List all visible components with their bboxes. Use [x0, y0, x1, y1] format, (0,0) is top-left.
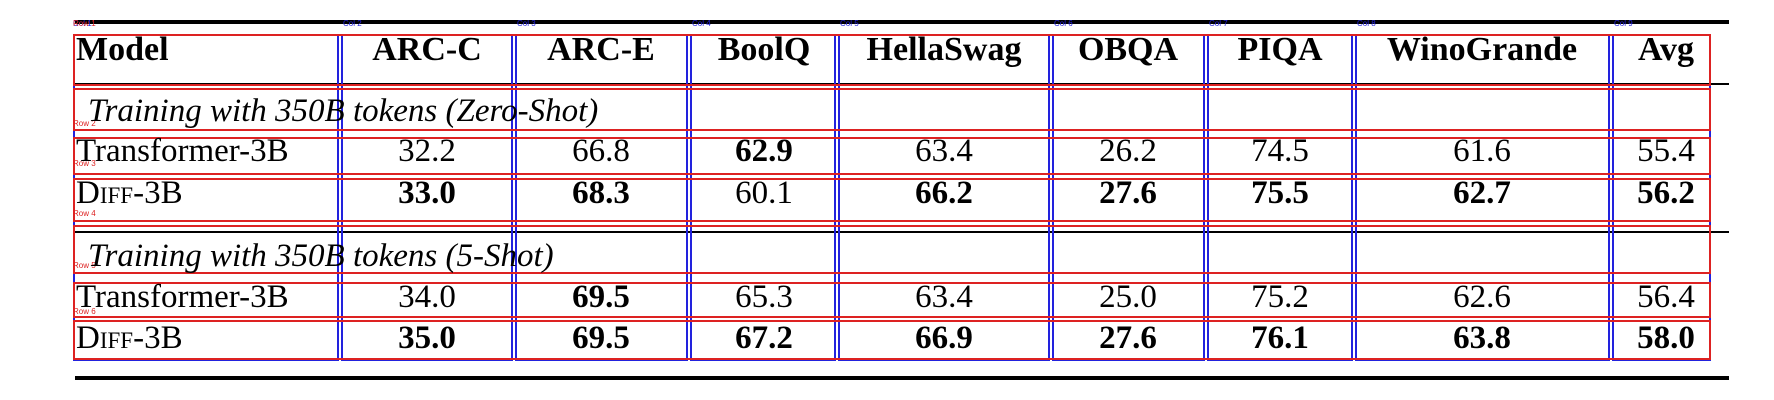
table-cell: 76.1	[1251, 320, 1309, 356]
table-cell: 60.1	[735, 175, 793, 211]
table-cell: 63.4	[915, 133, 973, 169]
model-name: Transformer-3B	[76, 279, 289, 315]
table-cell: 69.5	[572, 279, 630, 315]
model-name: Diff-3B	[76, 320, 183, 356]
table-cell: 62.6	[1453, 279, 1511, 315]
table-cell: 66.9	[915, 320, 973, 356]
table-cell: 27.6	[1099, 175, 1157, 211]
row-box	[73, 88, 1711, 131]
table-cell: 62.9	[735, 133, 793, 169]
row-box	[73, 137, 1711, 175]
column-tag: Col 9	[1614, 19, 1633, 28]
row-box	[73, 282, 1711, 318]
table-cell: 33.0	[398, 175, 456, 211]
table-cell: 68.3	[572, 175, 630, 211]
table-cell: 67.2	[735, 320, 793, 356]
section-title: Training with 350B tokens (Zero-Shot)	[88, 93, 599, 129]
column-header: Avg	[1637, 31, 1695, 68]
table-cell: 25.0	[1099, 279, 1157, 315]
model-name: Diff-3B	[76, 175, 183, 211]
row-tag: Row 1	[73, 19, 96, 28]
column-header: BoolQ	[717, 31, 811, 68]
column-tag: Col 1	[73, 19, 92, 28]
table-cell: 74.5	[1251, 133, 1309, 169]
bottom-rule	[75, 376, 1729, 380]
table-cell: 63.8	[1453, 320, 1511, 356]
column-tag: Col 8	[1357, 19, 1376, 28]
table-cell: 66.8	[572, 133, 630, 169]
column-header: WinoGrande	[1386, 31, 1578, 68]
column-header: ARC-E	[547, 31, 655, 68]
model-name: Transformer-3B	[76, 133, 289, 169]
table-cell: 69.5	[572, 320, 630, 356]
column-header: PIQA	[1237, 31, 1323, 68]
table-cell: 65.3	[735, 279, 793, 315]
column-tag: Col 5	[840, 19, 859, 28]
table-cell: 66.2	[915, 175, 973, 211]
table-cell: 75.5	[1251, 175, 1309, 211]
column-header: Model	[76, 31, 169, 68]
section-rule	[75, 231, 1729, 233]
row-tag: Row 5	[73, 261, 96, 270]
table-cell: 58.0	[1637, 320, 1695, 356]
section-title: Training with 350B tokens (5-Shot)	[88, 238, 554, 274]
table-cell: 56.2	[1637, 175, 1695, 211]
table-cell: 34.0	[398, 279, 456, 315]
row-box	[73, 34, 1711, 86]
column-header: OBQA	[1077, 31, 1179, 68]
table-cell: 61.6	[1453, 133, 1511, 169]
table-cell: 26.2	[1099, 133, 1157, 169]
table-cell: 35.0	[398, 320, 456, 356]
column-tag: Col 2	[343, 19, 362, 28]
table-cell: 56.4	[1637, 279, 1695, 315]
column-header: ARC-C	[372, 31, 482, 68]
row-tag: Row 6	[73, 307, 96, 316]
row-box	[73, 178, 1711, 222]
row-tag: Row 4	[73, 209, 96, 218]
column-tag: Col 6	[1054, 19, 1073, 28]
column-tag: Col 7	[1209, 19, 1228, 28]
row-box	[73, 225, 1711, 274]
row-box	[73, 320, 1711, 360]
table-cell: 63.4	[915, 279, 973, 315]
column-header: HellaSwag	[866, 31, 1022, 68]
row-tag: Row 3	[73, 159, 96, 168]
top-rule	[75, 20, 1729, 24]
table-cell: 62.7	[1453, 175, 1511, 211]
table-cell: 32.2	[398, 133, 456, 169]
table-cell: 55.4	[1637, 133, 1695, 169]
column-tag: Col 3	[517, 19, 536, 28]
table-cell: 75.2	[1251, 279, 1309, 315]
table-cell: 27.6	[1099, 320, 1157, 356]
row-tag: Row 2	[73, 119, 96, 128]
column-tag: Col 4	[692, 19, 711, 28]
